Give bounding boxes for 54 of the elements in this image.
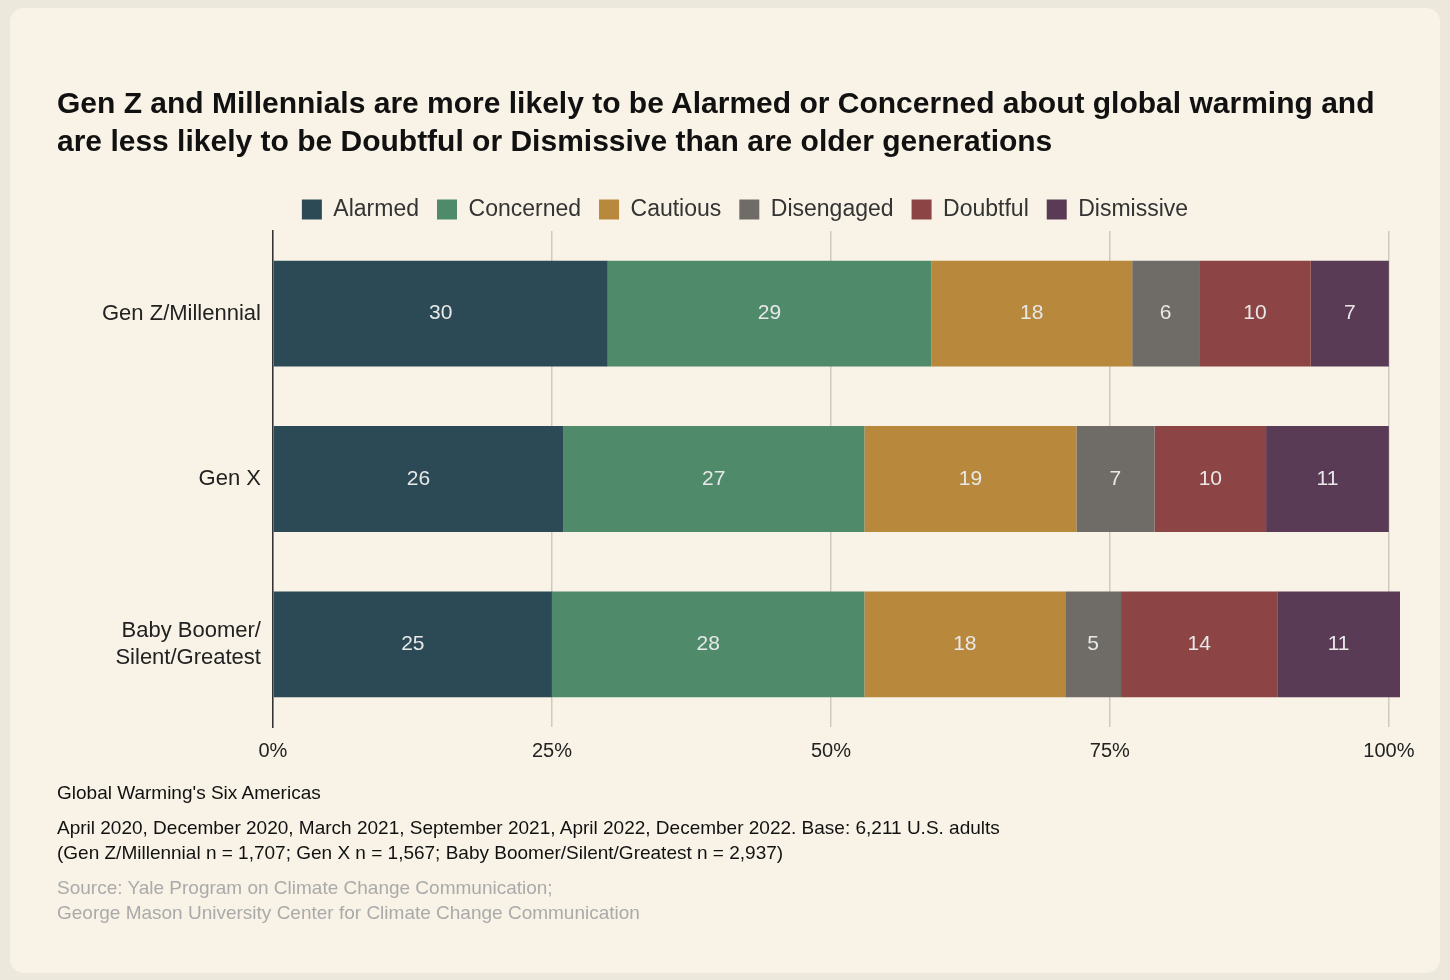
- bar: [864, 426, 1077, 532]
- text: Global Warming's Six Americas: [57, 781, 322, 805]
- data-label: 29: [757, 300, 782, 324]
- data-label: 7: [1343, 300, 1356, 324]
- bar: [1154, 426, 1267, 532]
- bar: [273, 426, 564, 532]
- data-label: 6: [1159, 300, 1172, 324]
- bar: [563, 426, 865, 532]
- data-label: 18: [953, 631, 977, 655]
- data-label: 30: [429, 300, 453, 324]
- legend-label: Doubtful: [943, 194, 1029, 221]
- y-tick-label: Gen Z/Millennial: [102, 299, 261, 325]
- data-label: 18: [1020, 300, 1044, 324]
- legend-label: Concerned: [468, 194, 582, 221]
- data-label: 5: [1087, 631, 1099, 655]
- data-label: 7: [1109, 465, 1122, 489]
- legend-label: Cautious: [630, 194, 722, 221]
- chart-title: Gen Z and Millennials are more likely to be Alarmed or Concerned about global warming and are less likely to be Doubtful or Dismissive than are older generations: [57, 85, 1376, 159]
- bar: [1065, 591, 1122, 698]
- data-label: 27: [702, 465, 726, 489]
- bar: [1199, 260, 1311, 367]
- bar: [864, 591, 1066, 698]
- y-tick-label: Baby Boomer/ Silent/Greatest: [115, 617, 262, 669]
- data-label: 28: [696, 631, 720, 655]
- x-tick-label: 50%: [810, 738, 852, 761]
- x-tick-label: 100%: [1363, 738, 1415, 761]
- bar: [1076, 426, 1155, 532]
- data-label: 14: [1187, 631, 1212, 655]
- bar: [1132, 260, 1200, 367]
- legend-label: Disengaged: [770, 194, 894, 221]
- legend-label: Alarmed: [333, 194, 420, 221]
- y-tick-label: Gen X: [198, 465, 262, 491]
- bar: [931, 260, 1133, 367]
- bar: [1277, 591, 1400, 698]
- data-label: 11: [1327, 631, 1350, 655]
- legend-label: Dismissive: [1078, 194, 1189, 221]
- x-tick-label: 25%: [531, 738, 573, 761]
- data-label: 26: [406, 465, 431, 489]
- bar: [607, 260, 932, 367]
- data-label: 19: [958, 465, 983, 489]
- x-tick-label: 0%: [258, 738, 288, 761]
- x-tick-label: 75%: [1089, 738, 1131, 761]
- data-label: 10: [1243, 300, 1267, 324]
- bar: [1266, 426, 1389, 532]
- text: April 2020, December 2020, March 2021, September 2021, April 2022, December 2022. Base: 6,211 U.S. adults (Gen Z/Millennial n = 1,707; Gen X n = 1,567; Baby Boomer/Silent/Greatest n = 2,937): [57, 816, 1001, 865]
- source-note: Source: Yale Program on Climate Change Communication; George Mason University Center for Climate Change Communication: [57, 876, 641, 925]
- bar: [1121, 591, 1278, 698]
- data-label: 10: [1198, 465, 1222, 489]
- bar: [1310, 260, 1389, 367]
- data-label: 11: [1316, 465, 1339, 489]
- data-label: 25: [401, 631, 425, 655]
- bar: [273, 260, 608, 367]
- bar: [273, 591, 552, 698]
- bar: [551, 591, 865, 698]
